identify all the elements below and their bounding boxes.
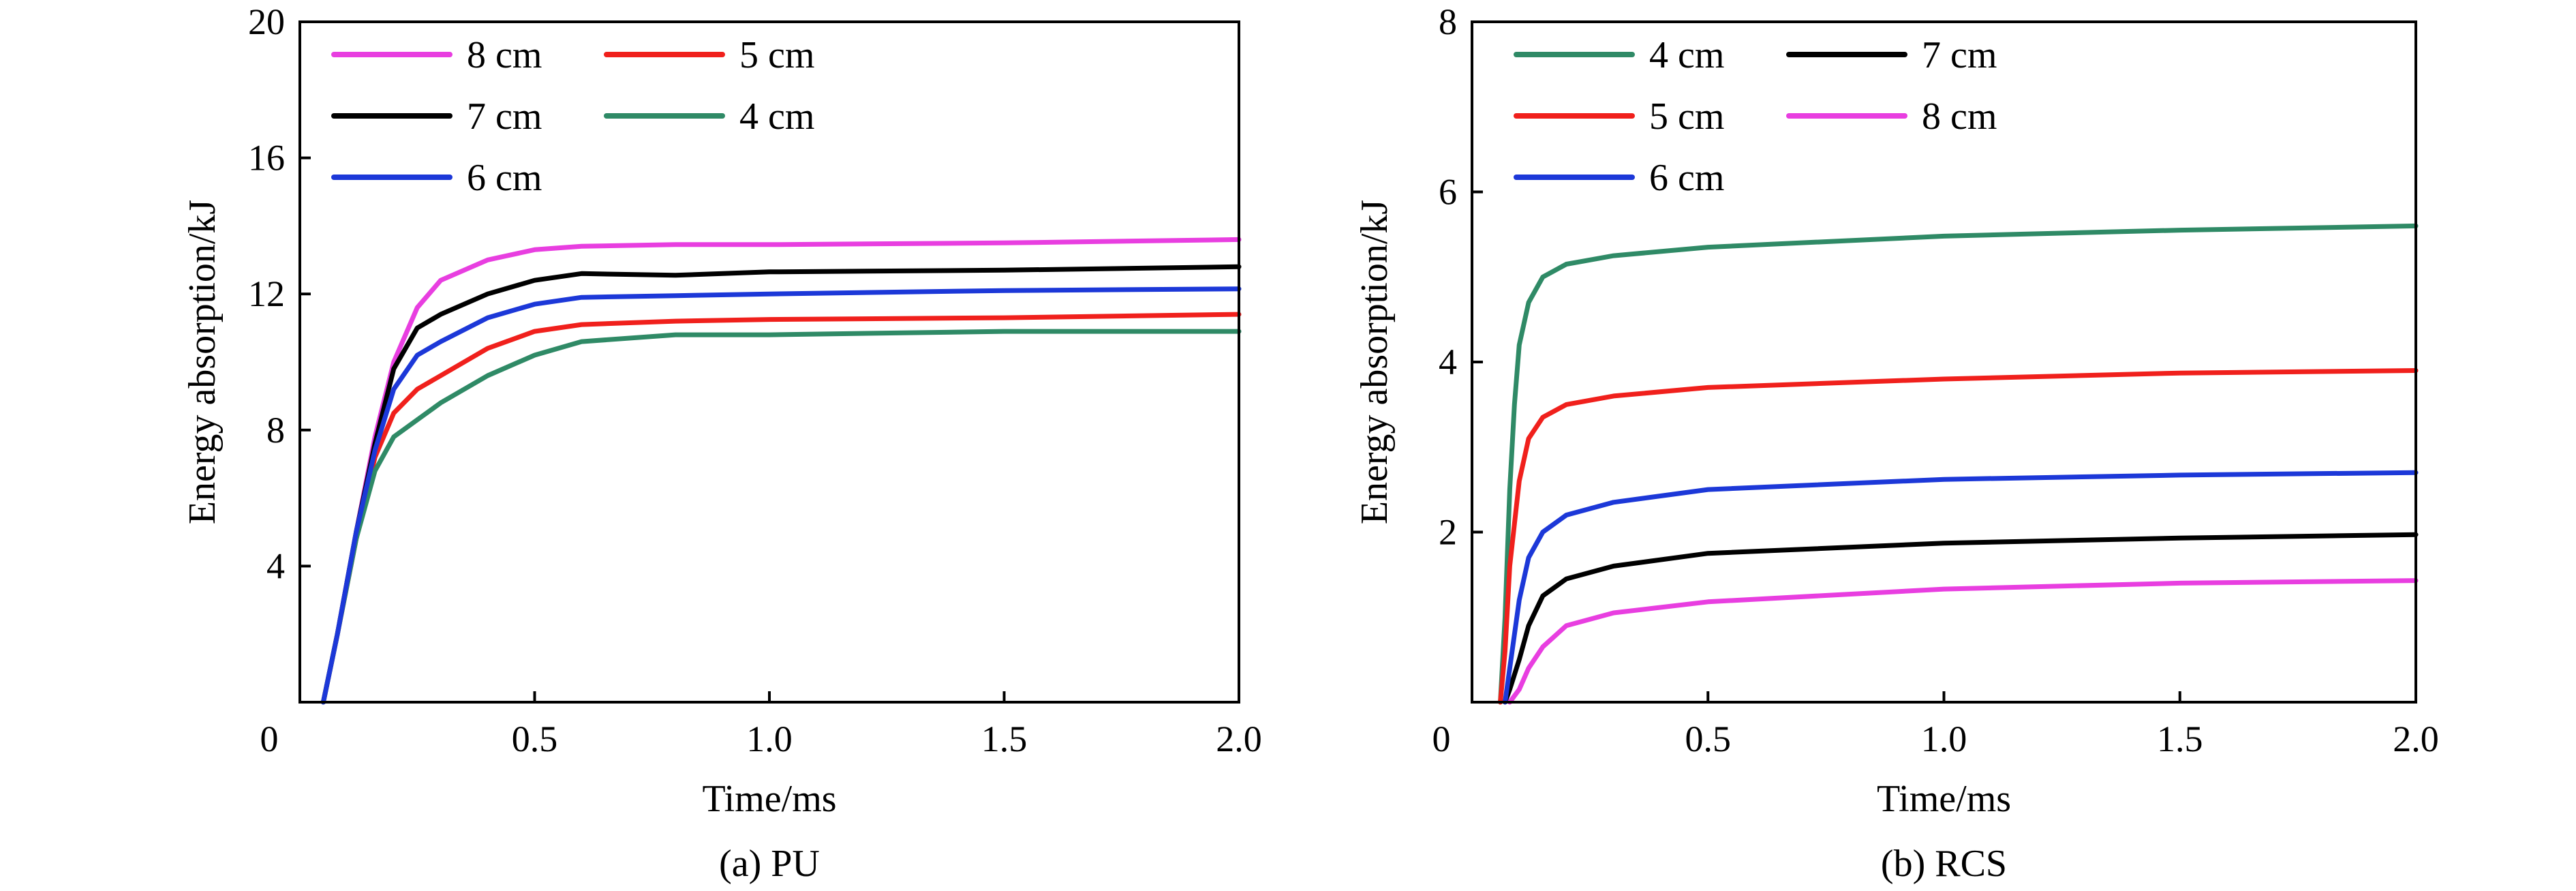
x-tick-label: 2.0 bbox=[1216, 719, 1262, 759]
y-tick-label: 8 bbox=[266, 410, 285, 451]
x-tick-label: 2.0 bbox=[2393, 719, 2439, 759]
chart-panel-2: 0 0.5 1.0 1.5 2.0 2 4 6 8 Time/ms Energy absorptio… bbox=[1353, 1, 2439, 885]
series-line-8cm bbox=[1507, 578, 2419, 705]
chart-panel-1: 0 0.5 1.0 1.5 2.0 4 8 12 16 20 Time/ms Energy absor… bbox=[181, 1, 1262, 885]
x-axis-title: Time/ms bbox=[1877, 778, 2011, 820]
legend: 4 cm 7 cm 5 cm 8 cm 6 cm bbox=[1514, 34, 1997, 199]
legend-label: 4 cm bbox=[739, 95, 814, 138]
legend-label: 6 cm bbox=[1649, 157, 1724, 199]
x-axis-title: Time/ms bbox=[702, 778, 836, 820]
series-group bbox=[320, 237, 1242, 705]
y-tick-label: 16 bbox=[248, 138, 285, 179]
panel-caption: (a) PU bbox=[719, 843, 820, 885]
legend-item: 5 cm bbox=[1514, 95, 1724, 138]
legend-label: 4 cm bbox=[1649, 34, 1724, 76]
legend-item: 6 cm bbox=[331, 157, 542, 199]
y-tick-label: 8 bbox=[1439, 1, 1457, 42]
legend-item: 7 cm bbox=[1786, 34, 1997, 76]
series-line-8cm bbox=[320, 237, 1242, 705]
x-tick-label: 0.5 bbox=[1685, 719, 1732, 759]
panel-caption: (b) RCS bbox=[1881, 843, 2007, 885]
series-line-5cm bbox=[1498, 368, 2419, 705]
legend: 8 cm 5 cm 7 cm 4 cm 6 cm bbox=[331, 34, 814, 199]
legend-item: 4 cm bbox=[604, 95, 814, 138]
y-tick-label: 20 bbox=[248, 1, 285, 42]
legend-label: 8 cm bbox=[1922, 95, 1997, 138]
legend-label: 5 cm bbox=[739, 34, 814, 76]
series-line-5cm bbox=[320, 312, 1242, 705]
legend-item: 7 cm bbox=[331, 95, 542, 138]
y-axis-title: Energy absorption/kJ bbox=[181, 200, 224, 524]
y-tick-label: 6 bbox=[1439, 172, 1457, 213]
legend-label: 7 cm bbox=[467, 95, 542, 138]
series-line-7cm bbox=[1503, 532, 2419, 705]
legend-item: 4 cm bbox=[1514, 34, 1724, 76]
y-axis-title: Energy absorption/kJ bbox=[1353, 200, 1396, 524]
series-line-4cm bbox=[320, 329, 1242, 705]
y-tick-label: 4 bbox=[266, 545, 285, 586]
y-tick-label: 12 bbox=[248, 273, 285, 314]
x-tick-label: 1.5 bbox=[2157, 719, 2203, 759]
legend-label: 8 cm bbox=[467, 34, 542, 76]
series-line-4cm bbox=[1498, 223, 2419, 705]
series-group bbox=[1498, 223, 2419, 705]
x-tick-label: 1.5 bbox=[981, 719, 1028, 759]
x-tick-label: 1.0 bbox=[1921, 719, 1967, 759]
legend-item: 6 cm bbox=[1514, 157, 1724, 199]
x-tick-label: 1.0 bbox=[746, 719, 793, 759]
legend-label: 7 cm bbox=[1922, 34, 1997, 76]
x-tick-label: 0 bbox=[260, 719, 279, 759]
series-line-6cm bbox=[320, 286, 1242, 705]
legend-item: 5 cm bbox=[604, 34, 814, 76]
legend-label: 5 cm bbox=[1649, 95, 1724, 138]
x-tick-label: 0.5 bbox=[512, 719, 558, 759]
x-tick-label: 0 bbox=[1432, 719, 1451, 759]
legend-label: 6 cm bbox=[467, 157, 542, 199]
y-tick-label: 4 bbox=[1439, 342, 1457, 382]
legend-item: 8 cm bbox=[1786, 95, 1997, 138]
y-tick-label: 2 bbox=[1439, 512, 1457, 553]
legend-item: 8 cm bbox=[331, 34, 542, 76]
series-line-6cm bbox=[1503, 470, 2419, 705]
